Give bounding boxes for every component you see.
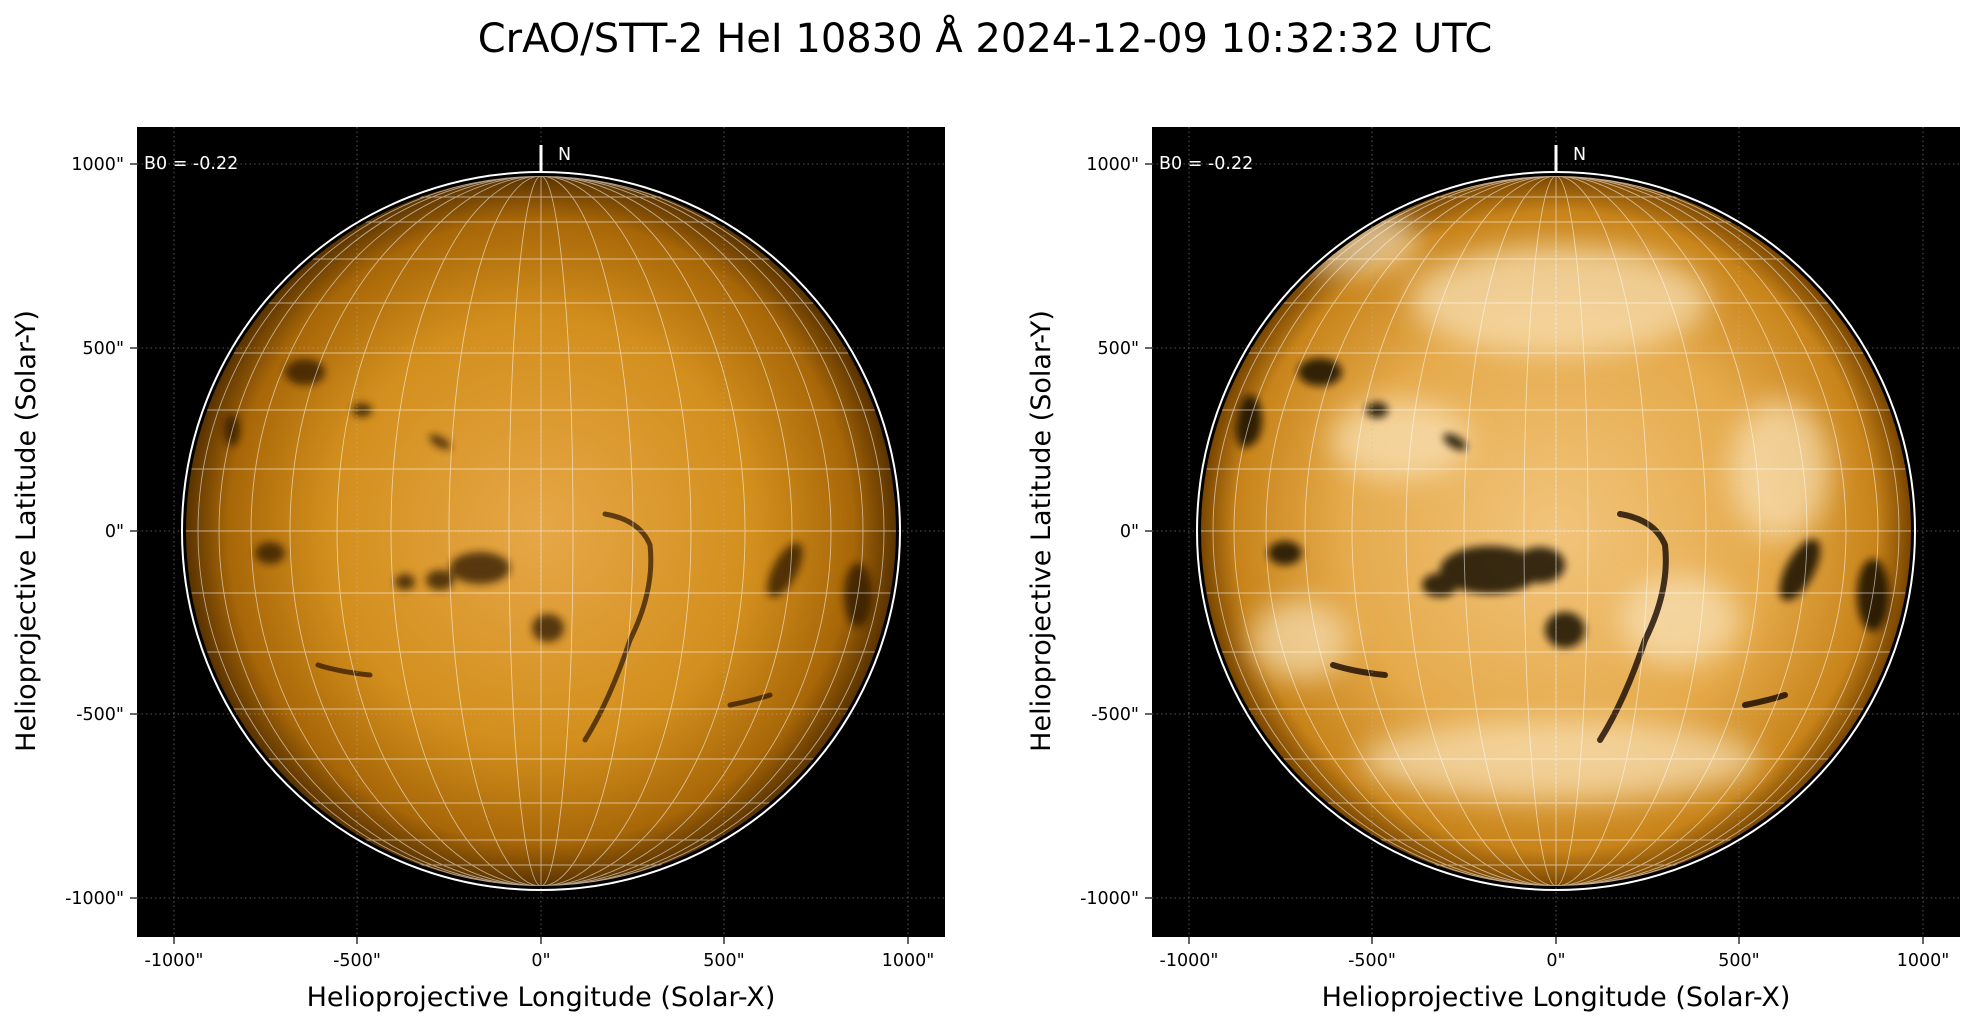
x-ticks (173, 937, 909, 944)
north-label: N (558, 145, 571, 165)
b0-annotation: B0 = -0.22 (144, 154, 238, 174)
y-ticks (130, 163, 137, 899)
x-tick-label: -500" (333, 951, 381, 971)
x-tick-label: 1000" (1897, 951, 1950, 971)
y-tick-label: 0" (1120, 522, 1139, 542)
panel-left: N B0 = -0.22 -1000" -500" 0" 500" 1000" … (11, 127, 945, 1013)
filament-lines (315, 511, 773, 743)
b0-annotation: B0 = -0.22 (1159, 154, 1253, 174)
y-axis-label: Helioprojective Latitude (Solar-Y) (11, 310, 42, 752)
pixel-grid (1152, 127, 1960, 937)
x-tick-label: 0" (531, 951, 550, 971)
north-label: N (1573, 145, 1586, 165)
y-ticks (1145, 163, 1152, 899)
x-tick-label: 500" (1718, 951, 1759, 971)
y-tick-label: -500" (76, 705, 124, 725)
filament-lines (1330, 511, 1788, 743)
y-tick-label: -1000" (1080, 889, 1139, 909)
y-tick-label: 500" (1098, 339, 1139, 359)
x-tick-label: 1000" (882, 951, 935, 971)
y-axis-label: Helioprojective Latitude (Solar-Y) (1026, 310, 1057, 752)
figure-title: CrAO/STT-2 HeI 10830 Å 2024-12-09 10:32:… (478, 14, 1493, 62)
x-tick-label: -1000" (1160, 951, 1219, 971)
x-tick-label: 0" (1546, 951, 1565, 971)
y-tick-label: 1000" (1086, 155, 1139, 175)
y-tick-label: 500" (83, 339, 124, 359)
x-tick-label: -1000" (145, 951, 204, 971)
pixel-grid (137, 127, 945, 937)
x-ticks (1188, 937, 1924, 944)
y-tick-label: -1000" (65, 889, 124, 909)
x-tick-label: 500" (703, 951, 744, 971)
y-tick-label: -500" (1091, 705, 1139, 725)
x-axis-label: Helioprojective Longitude (Solar-X) (307, 982, 776, 1013)
x-axis-label: Helioprojective Longitude (Solar-X) (1322, 982, 1791, 1013)
panel-right: N B0 = -0.22 -1000" -500" 0" 500" 1000" … (1026, 127, 1960, 1013)
y-tick-label: 0" (105, 522, 124, 542)
x-tick-label: -500" (1348, 951, 1396, 971)
y-tick-label: 1000" (71, 155, 124, 175)
